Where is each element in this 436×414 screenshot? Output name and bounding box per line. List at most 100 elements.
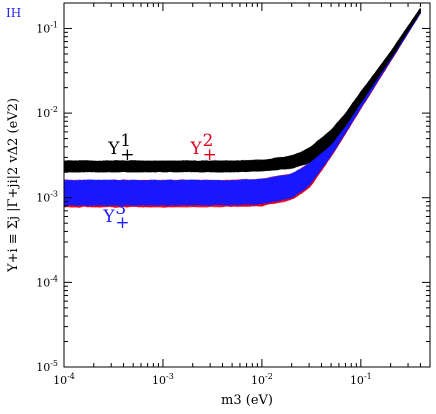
series-2-strand [63, 12, 421, 207]
series-2-strand [63, 11, 421, 207]
series-2-strand [63, 11, 421, 204]
series-2-strand [63, 12, 421, 202]
svg-text:2: 2 [203, 131, 214, 151]
series-2-strand [63, 12, 421, 207]
y-tick-label: 10-4 [36, 274, 58, 289]
series-3-strand [63, 11, 421, 202]
series-2-strand [63, 11, 421, 207]
series-3-strand [63, 12, 421, 204]
series-2-strand [63, 11, 421, 205]
svg-text:3: 3 [115, 199, 126, 219]
series-2-strand [63, 12, 421, 204]
series-3-strand [63, 11, 421, 206]
series-3-strand [63, 12, 421, 205]
series-3-strand [63, 10, 421, 203]
series-3-strand [63, 12, 421, 203]
series-2-points [63, 10, 421, 208]
series-3-strand [63, 12, 421, 203]
series-3-strand [63, 12, 421, 207]
tick-labels: 10-4 10-3 10-2 10-110-510-410-310-210-1 [36, 20, 372, 387]
series-2-strand [63, 11, 421, 205]
series-2-strand [63, 12, 421, 205]
series-2-strand [63, 11, 421, 203]
y-tick-label: 10-3 [36, 190, 58, 205]
series-2-strand [63, 12, 421, 206]
x-tick-label: 10-4 [53, 372, 75, 387]
series-3-strand [63, 11, 421, 207]
series-2-strand [63, 11, 421, 205]
series-3-strand [64, 11, 421, 197]
series-3-strand [63, 12, 421, 203]
series-3-strand [63, 12, 421, 203]
series-2-strand [64, 11, 421, 205]
series-2-strand [63, 11, 421, 203]
series-3-strand [63, 11, 421, 203]
y-tick-label: 10-2 [36, 105, 58, 120]
series-2-strand [63, 11, 421, 208]
corner-tag: IH [6, 6, 21, 20]
x-tick-label: 10-2 [251, 372, 273, 387]
series-1-strand [63, 8, 421, 163]
x-tick-label: 10-3 [152, 372, 174, 387]
svg-text:+: + [120, 145, 134, 165]
axis-ticks [63, 2, 431, 368]
series-3-strand [64, 11, 421, 207]
series-3-strand [63, 12, 421, 206]
series-2-strand [63, 12, 421, 207]
series-2-strand [64, 12, 421, 204]
series-3-strand [63, 12, 421, 205]
y-tick-label: 10-5 [36, 359, 58, 374]
series-2-strand [63, 11, 421, 204]
series-2-strand [63, 12, 421, 205]
series-2-strand [63, 12, 421, 205]
series-3-strand [63, 12, 421, 205]
series-3-strand [63, 11, 421, 204]
series-1-strand [63, 10, 421, 168]
series-1-label: Y 1+ [107, 131, 134, 165]
series-2-strand [63, 11, 421, 204]
series-2-strand [63, 11, 421, 207]
series-2-strand [63, 11, 421, 208]
series-3-strand [63, 11, 421, 202]
svg-text:1: 1 [120, 131, 131, 151]
svg-text:+: + [115, 213, 129, 233]
series-1-points [63, 8, 421, 173]
series-2-strand [63, 12, 421, 206]
series-3-strand [63, 11, 421, 204]
series-2-strand [63, 11, 421, 207]
series-3-strand [63, 12, 421, 204]
series-3-strand [63, 11, 421, 206]
series-2-strand [63, 12, 421, 205]
series-2-strand [63, 12, 421, 206]
series-1-strand [63, 9, 421, 170]
series-annotations: Y 1+ Y 2+Y 3+ [102, 131, 216, 233]
series-3-strand [63, 10, 421, 203]
series-2-strand [63, 12, 421, 202]
series-2-strand [63, 12, 421, 208]
series-2-strand [63, 11, 421, 208]
y-axis-title: Y+i ≡ Σj |Γ+ji|2 vΔ2 (eV2) [6, 98, 21, 273]
svg-text:Y: Y [107, 139, 120, 159]
series-2-strand [63, 11, 421, 207]
series-3-strand [63, 12, 421, 206]
series-2-strand [63, 11, 421, 205]
series-3-strand [63, 11, 421, 206]
svg-text:Y: Y [190, 139, 203, 159]
series-2-strand [64, 12, 421, 206]
series-2-strand [63, 11, 421, 203]
series-3-strand [63, 11, 421, 203]
series-2-strand [63, 12, 421, 207]
series-2-strand [63, 12, 421, 207]
series-2-strand [63, 11, 421, 208]
x-tick-label: 10-1 [350, 372, 372, 387]
series-2-strand [63, 12, 421, 206]
series-2-strand [63, 11, 421, 203]
series-2-strand [63, 11, 421, 206]
series-3-strand [64, 11, 421, 205]
y-tick-label: 10-1 [36, 20, 58, 35]
series-3-strand [63, 11, 421, 206]
series-3-strand [63, 11, 421, 203]
series-2-strand [63, 11, 421, 204]
series-bands [63, 8, 421, 208]
series-2-strand [63, 12, 421, 202]
